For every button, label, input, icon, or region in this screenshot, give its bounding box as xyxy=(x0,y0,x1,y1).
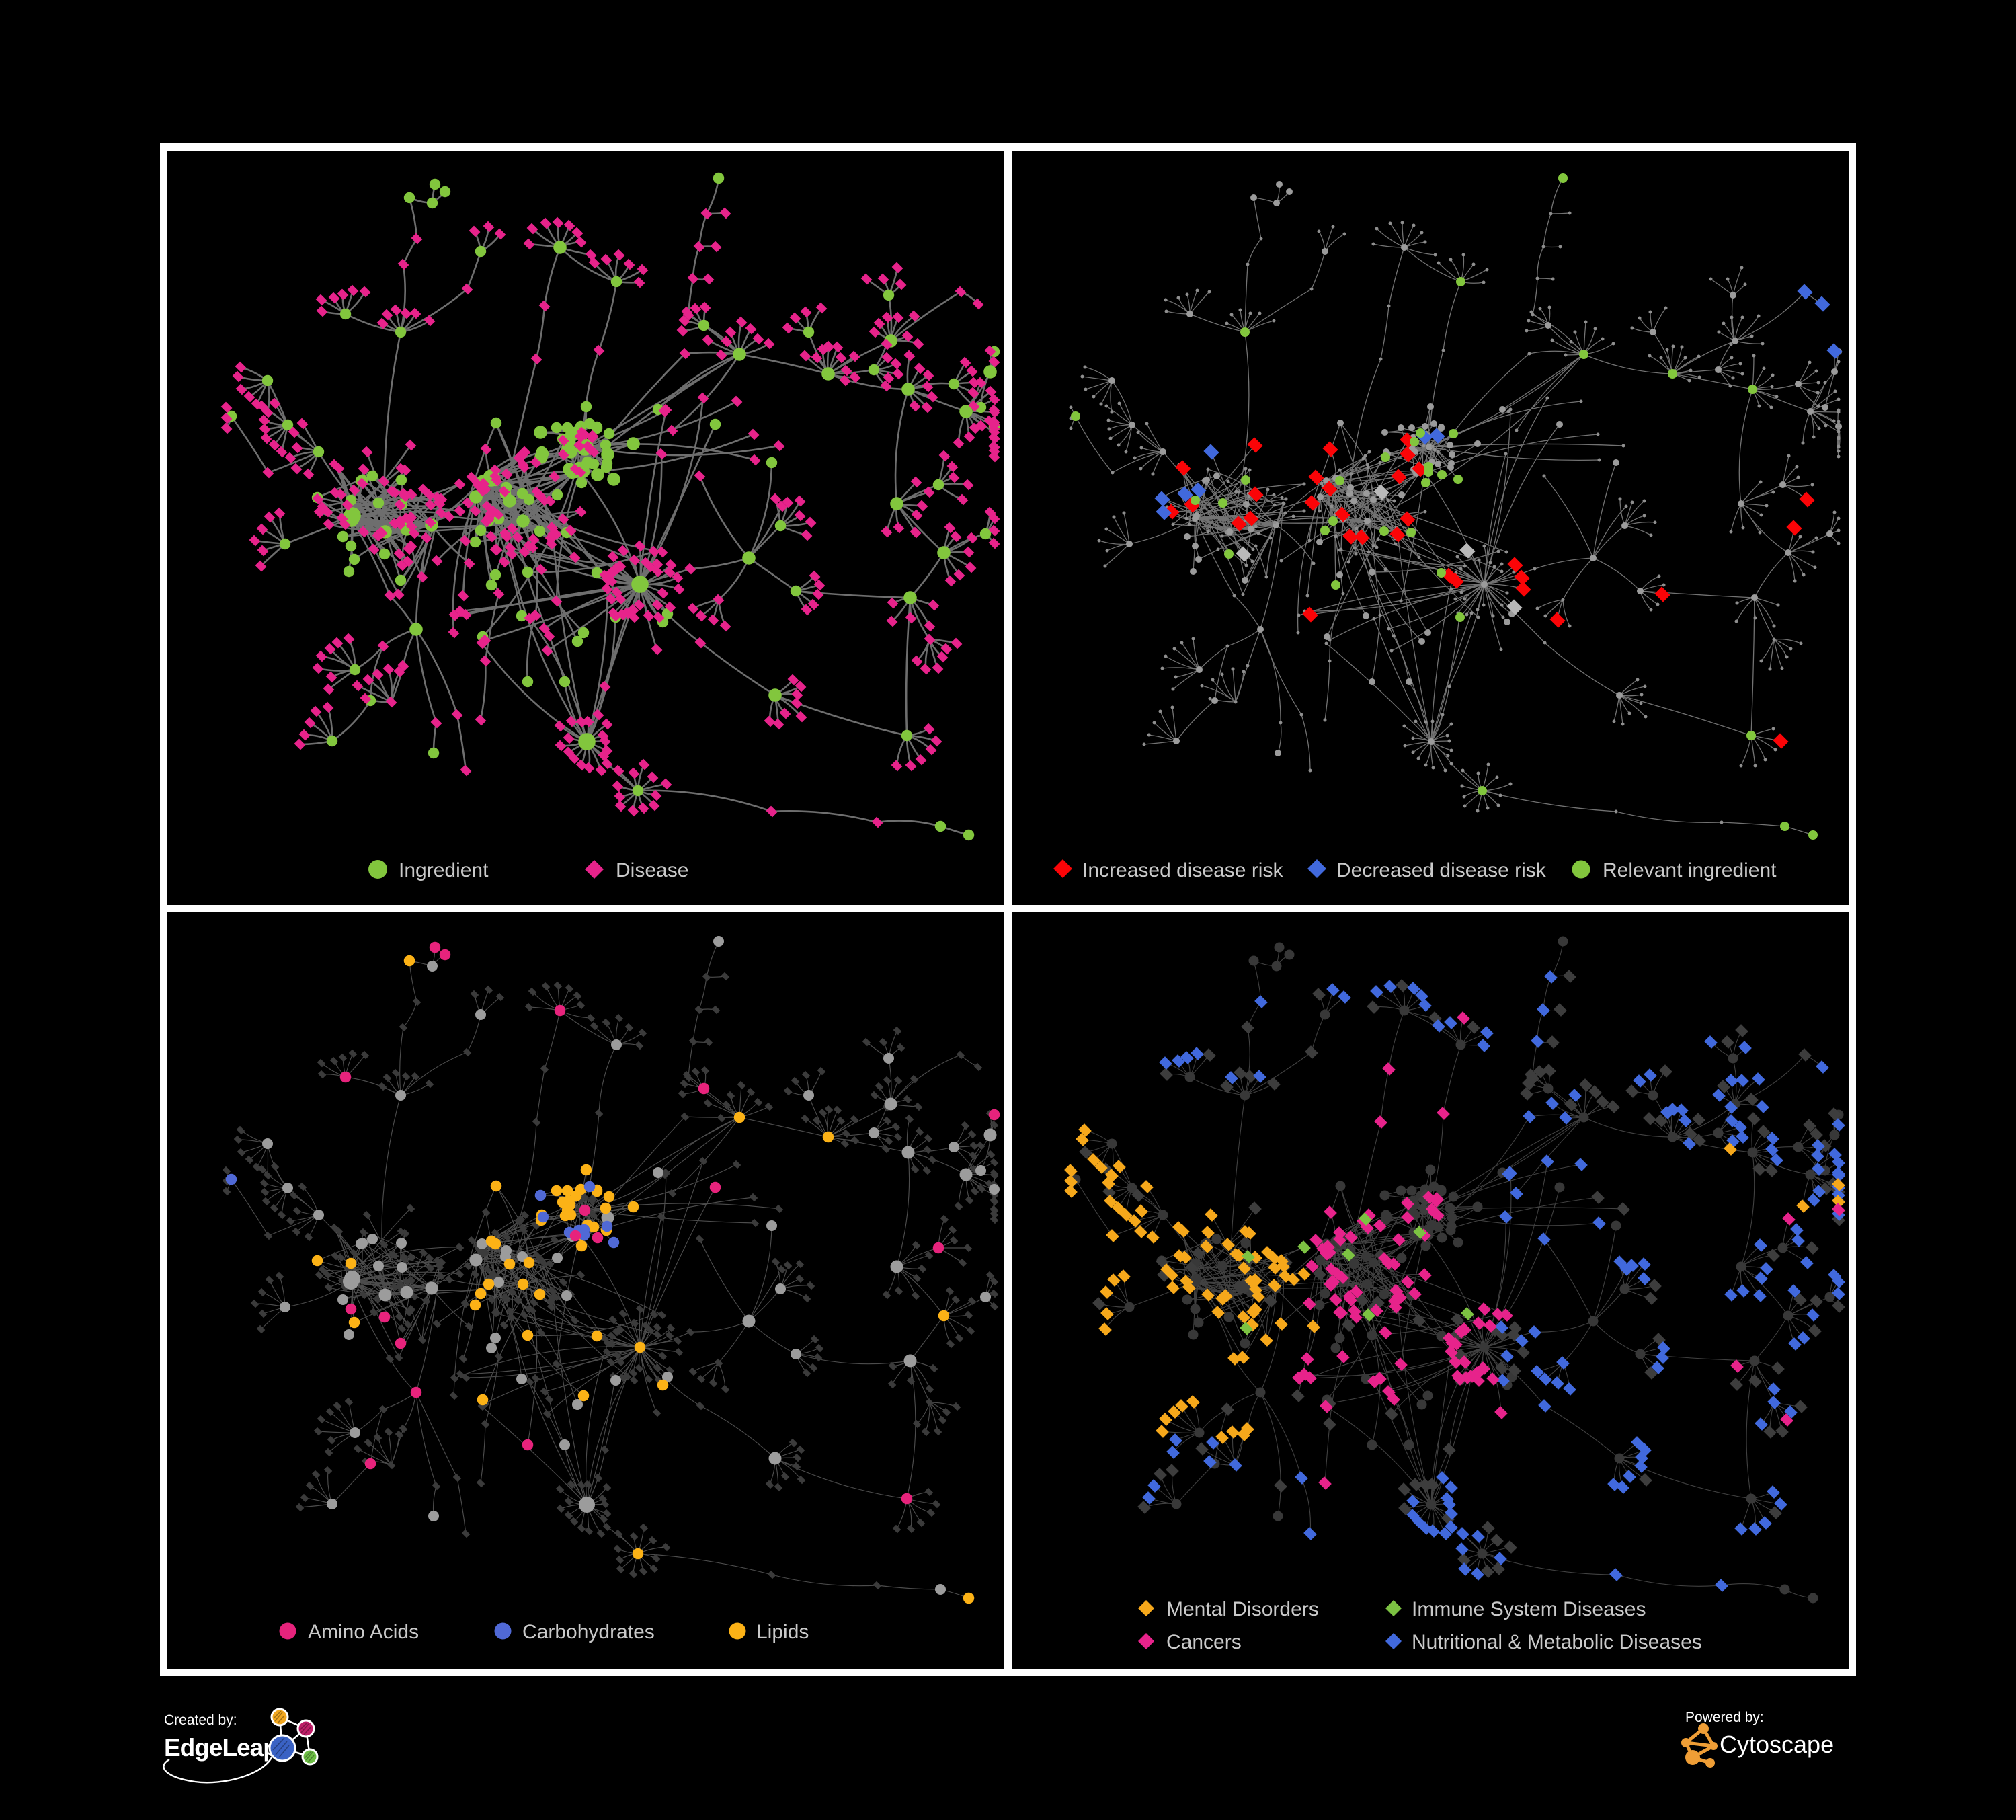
svg-text:Amino Acids: Amino Acids xyxy=(308,1621,419,1643)
svg-text:Decreased disease risk: Decreased disease risk xyxy=(1336,859,1547,881)
svg-text:Lipids: Lipids xyxy=(756,1621,809,1643)
svg-text:Created by:: Created by: xyxy=(164,1712,237,1728)
svg-text:Disease: Disease xyxy=(616,859,688,881)
svg-text:Ingredient: Ingredient xyxy=(399,859,489,881)
svg-text:Cytoscape: Cytoscape xyxy=(1720,1731,1834,1758)
svg-text:Immune System Diseases: Immune System Diseases xyxy=(1412,1598,1646,1620)
svg-text:Cancers: Cancers xyxy=(1166,1631,1242,1653)
svg-text:Powered by:: Powered by: xyxy=(1685,1710,1764,1725)
svg-text:Relevant ingredient: Relevant ingredient xyxy=(1603,859,1777,881)
svg-text:Mental Disorders: Mental Disorders xyxy=(1166,1598,1319,1620)
svg-text:Nutritional & Metabolic Diseas: Nutritional & Metabolic Diseases xyxy=(1412,1631,1702,1653)
svg-text:EdgeLeap: EdgeLeap xyxy=(164,1734,278,1762)
svg-text:Increased disease risk: Increased disease risk xyxy=(1082,859,1283,881)
svg-text:Carbohydrates: Carbohydrates xyxy=(522,1621,655,1643)
